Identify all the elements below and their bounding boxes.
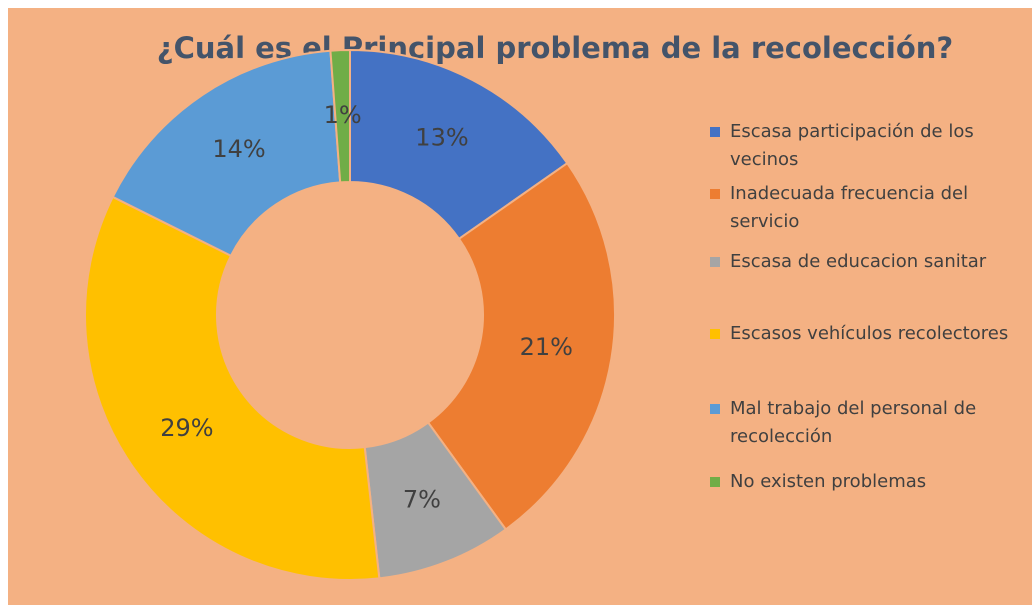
legend-item: Escasa participación de los vecinos: [710, 118, 1032, 174]
donut-slice: [349, 48, 569, 241]
legend-swatch: [710, 329, 720, 339]
donut-slice: [329, 48, 351, 184]
legend-swatch: [710, 477, 720, 487]
legend-swatch: [710, 127, 720, 137]
legend-label: No existen problemas: [730, 471, 927, 492]
legend-swatch: [710, 257, 720, 267]
data-label: 29%: [160, 414, 213, 442]
legend-label: Escasa participación de los vecinos: [730, 121, 974, 170]
legend-item: No existen problemas: [710, 468, 1032, 496]
donut-slice: [111, 49, 342, 258]
legend-swatch: [710, 404, 720, 414]
legend-label: Escasa de educacion sanitar: [730, 251, 987, 272]
data-label: 13%: [415, 124, 468, 152]
data-label: 14%: [212, 135, 265, 163]
donut-slice: [426, 161, 616, 531]
legend-label: Mal trabajo del personal de recolección: [730, 398, 977, 447]
legend-item: Escasos vehículos recolectores: [710, 320, 1032, 348]
legend-item: Inadecuada frecuencia del servicio: [710, 180, 1032, 236]
legend-item: Mal trabajo del personal de recolección: [710, 395, 1032, 451]
legend-label: Escasos vehículos recolectores: [730, 323, 1009, 344]
donut-slice: [84, 195, 381, 581]
legend-label: Inadecuada frecuencia del servicio: [730, 183, 969, 232]
data-label: 1%: [324, 101, 362, 129]
legend-item: Escasa de educacion sanitar: [710, 248, 1032, 276]
data-label: 7%: [403, 486, 441, 514]
legend-swatch: [710, 189, 720, 199]
data-label: 21%: [520, 333, 573, 361]
